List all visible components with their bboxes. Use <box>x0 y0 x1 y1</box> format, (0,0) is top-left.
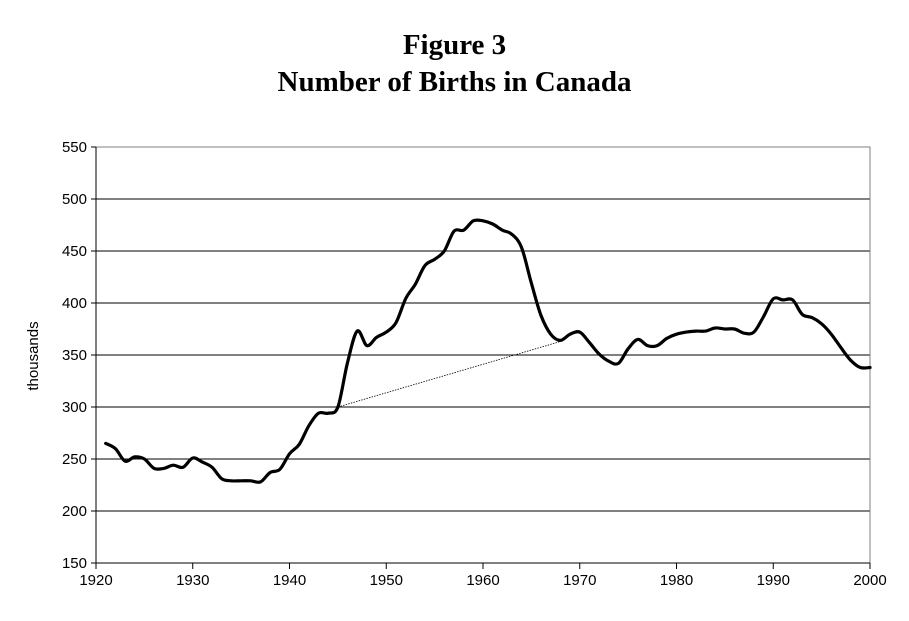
y-tick-label: 300 <box>62 399 87 416</box>
x-tick-label: 2000 <box>853 572 886 589</box>
x-tick-label: 1960 <box>466 572 499 589</box>
y-axis-label: thousands <box>25 321 42 390</box>
y-tick-label: 150 <box>62 555 87 572</box>
series-layer <box>104 218 872 484</box>
y-tick-label: 400 <box>62 295 87 312</box>
x-tick-label: 1940 <box>273 572 306 589</box>
axis-layer: 150 200 250 300 350 400 450 500 550 1920 1930 1940 1… <box>62 139 887 589</box>
series-births-line <box>104 218 872 484</box>
x-tick-label: 1980 <box>660 572 693 589</box>
x-tick-label: 1920 <box>79 572 112 589</box>
series-trend-line <box>337 341 561 408</box>
y-tick-label: 550 <box>62 139 87 156</box>
y-tick-label: 350 <box>62 347 87 364</box>
y-tick-label: 250 <box>62 451 87 468</box>
y-tick-label: 500 <box>62 191 87 208</box>
x-tick-label: 1970 <box>563 572 596 589</box>
x-tick-label: 1950 <box>370 572 403 589</box>
chart-title: Figure 3 <box>402 29 507 61</box>
grid-layer <box>96 198 870 512</box>
y-tick-label: 450 <box>62 243 87 260</box>
chart-subtitle: Number of Births in Canada <box>277 66 632 98</box>
x-tick-label: 1930 <box>176 572 209 589</box>
x-tick-label: 1990 <box>757 572 790 589</box>
y-tick-label: 200 <box>62 503 87 520</box>
